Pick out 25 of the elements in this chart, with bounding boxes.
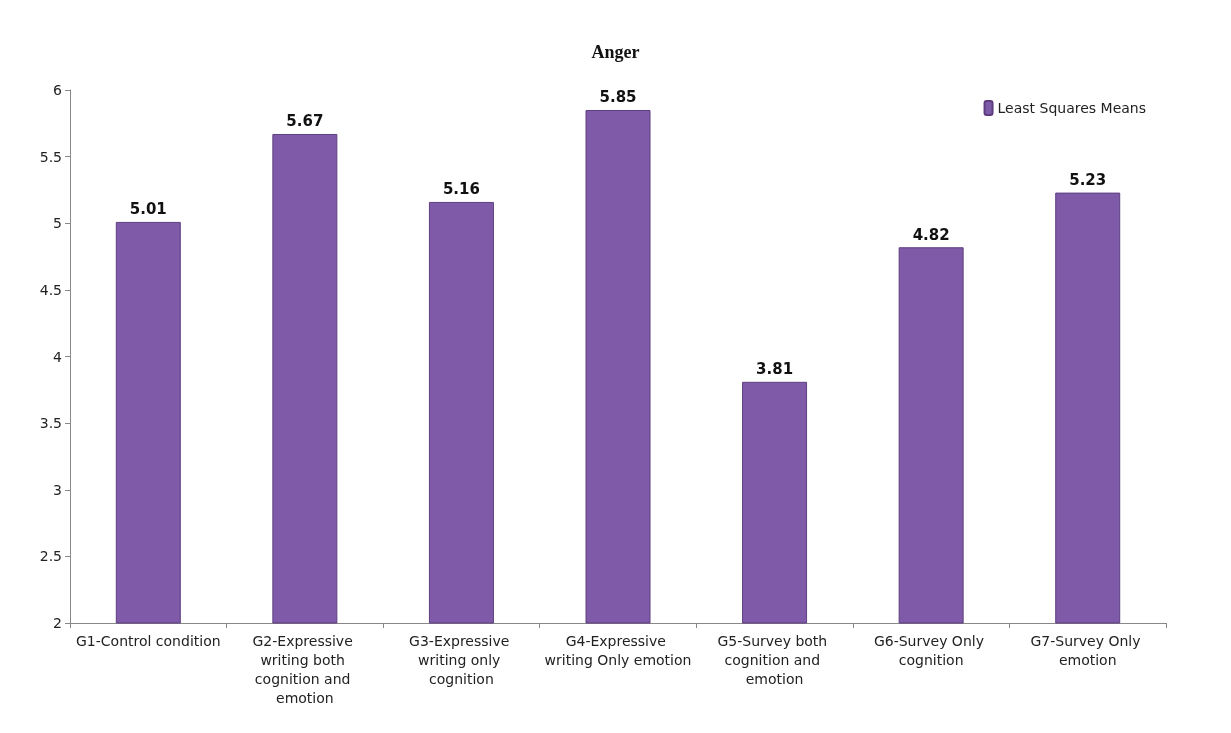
y-tick-label: 4 (53, 348, 63, 365)
y-tick-label: 3.5 (39, 415, 62, 432)
y-tick-label: 2.5 (39, 548, 62, 565)
y-tick-label: 2 (53, 615, 62, 631)
y-tick-label: 3 (53, 481, 62, 498)
data-label: 5.01 (129, 200, 167, 219)
data-label: 5.23 (1069, 171, 1107, 190)
x-tick-label: G6-Survey Only cognition (873, 632, 989, 668)
data-label: 5.67 (286, 112, 324, 131)
y-tick-label: 6 (53, 82, 63, 98)
x-tick-label: G2-Expressive writing both cognition and emotion (252, 632, 358, 706)
x-tick-label: G3-Expressive writing only cognition (409, 632, 514, 687)
x-tick-label: G7-Survey Only emotion (1030, 632, 1145, 668)
x-tick-label: G5-Survey both cognition and emotion (717, 632, 832, 687)
x-tick-label: G1-Control condition (75, 632, 221, 649)
data-label: 3.81 (756, 360, 794, 379)
y-tick-label: 5 (53, 215, 62, 232)
y-tick-label: 5.5 (39, 148, 62, 165)
x-tick-label: G4-Expressive writing Only emotion (544, 632, 692, 668)
legend-label: Least Squares Means (997, 100, 1146, 116)
chart-title: Anger (591, 42, 640, 62)
data-label: 5.16 (442, 180, 480, 199)
data-label: 5.85 (599, 88, 637, 107)
y-tick-label: 4.5 (39, 281, 62, 298)
data-label: 4.82 (912, 225, 950, 244)
